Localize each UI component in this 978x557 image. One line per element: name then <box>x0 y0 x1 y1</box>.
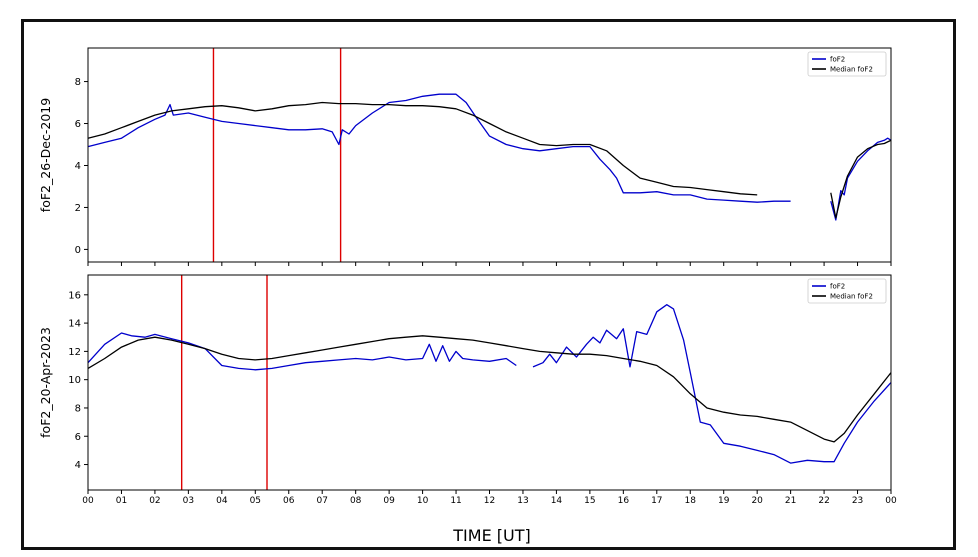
legend: foF2 Median foF2 <box>807 278 887 304</box>
legend-label: foF2 <box>830 283 845 291</box>
y-tick-label: 2 <box>75 203 81 214</box>
x-tick-label: 19 <box>718 496 730 506</box>
x-tick-label: 07 <box>316 496 327 506</box>
legend-box <box>807 51 887 77</box>
x-tick-label: 03 <box>183 496 194 506</box>
x-tick-label: 13 <box>517 496 528 506</box>
y-axis-label: foF2_20-Apr-2023 <box>38 327 53 438</box>
y-tick-label: 14 <box>68 319 81 330</box>
legend-label: foF2 <box>830 56 845 64</box>
x-tick-label: 15 <box>584 496 595 506</box>
series-line-foF2 <box>87 93 791 203</box>
legend-label: Median foF2 <box>830 66 873 74</box>
x-tick-label: 16 <box>618 496 630 506</box>
axes-frame <box>87 47 892 263</box>
y-tick-label: 0 <box>75 245 81 256</box>
y-tick-label: 16 <box>68 290 81 301</box>
series-line-foF2 <box>87 332 517 371</box>
x-tick-label: 12 <box>484 496 495 506</box>
x-tick-label: 22 <box>818 496 829 506</box>
legend-box <box>807 278 887 304</box>
x-tick-label: 18 <box>685 496 697 506</box>
series-line-Median-foF2 <box>87 335 892 443</box>
x-tick-label: 06 <box>283 496 295 506</box>
panel-2: 4 6 8 10 12 14 16 00 01 02 03 04 05 06 07 08 09 10 11 12 13 1… <box>38 274 897 506</box>
x-tick-label: 23 <box>852 496 863 506</box>
x-tick-label: 20 <box>751 496 763 506</box>
x-tick-label: 10 <box>417 496 429 506</box>
y-axis-label: foF2_26-Dec-2019 <box>38 98 53 212</box>
y-tick-label: 8 <box>75 403 81 414</box>
axes-frame <box>87 274 892 491</box>
series-line-foF2 <box>830 137 892 221</box>
y-tick-label: 8 <box>75 77 81 88</box>
series-line-Median-foF2 <box>87 101 758 196</box>
series-line-Median-foF2 <box>830 139 892 219</box>
y-tick-label: 6 <box>75 432 81 443</box>
y-tick-label: 10 <box>68 375 81 386</box>
x-tick-label: 17 <box>651 496 662 506</box>
x-tick-label: 00 <box>82 496 94 506</box>
x-tick-label: 04 <box>216 496 228 506</box>
y-tick-label: 6 <box>75 119 81 130</box>
x-tick-label: 11 <box>450 496 461 506</box>
x-tick-label: 02 <box>149 496 160 506</box>
legend-label: Median foF2 <box>830 293 873 301</box>
x-tick-label: 00 <box>885 496 897 506</box>
figure-xlabel: TIME [UT] <box>452 526 530 545</box>
x-tick-label: 08 <box>350 496 362 506</box>
x-tick-label: 14 <box>551 496 563 506</box>
panel-1: 0 2 4 6 8 foF2_26-Dec-2019 foF2 Median foF2 <box>38 47 892 266</box>
x-tick-label: 05 <box>250 496 261 506</box>
x-tick-label: 21 <box>785 496 796 506</box>
legend: foF2 Median foF2 <box>807 51 887 77</box>
x-tick-label: 01 <box>116 496 127 506</box>
series-line-foF2 <box>532 304 892 464</box>
y-tick-label: 4 <box>75 460 81 471</box>
y-tick-label: 4 <box>75 161 81 172</box>
y-tick-label: 12 <box>68 347 81 358</box>
x-tick-label: 09 <box>383 496 395 506</box>
